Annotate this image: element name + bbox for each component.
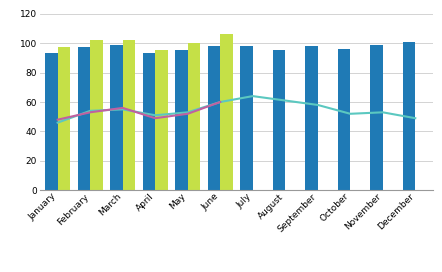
Bar <box>240 46 253 190</box>
Bar <box>305 46 318 190</box>
Bar <box>338 49 350 190</box>
Bar <box>175 50 188 190</box>
Bar <box>143 53 155 190</box>
Bar <box>57 48 70 190</box>
Bar <box>78 48 90 190</box>
Bar <box>370 45 383 190</box>
Bar <box>208 46 220 190</box>
Bar <box>46 53 57 190</box>
Bar <box>220 34 232 190</box>
Bar <box>273 50 285 190</box>
Bar <box>123 40 135 190</box>
Bar <box>188 43 200 190</box>
Bar <box>110 45 123 190</box>
Bar <box>403 42 415 190</box>
Bar <box>90 40 103 190</box>
Bar <box>155 50 168 190</box>
